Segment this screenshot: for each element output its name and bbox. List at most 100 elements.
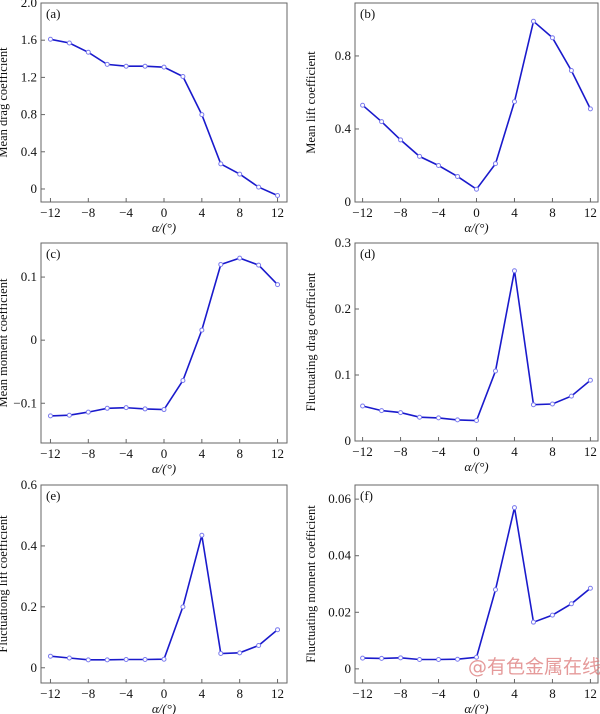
y-tick-label: 2.0 [21,0,37,10]
x-tick-label: 0 [473,205,480,220]
data-point [492,368,498,374]
data-point [587,585,593,591]
y-tick-label: 0.3 [335,235,351,250]
y-tick-label: 1.2 [21,69,37,84]
data-point [398,137,404,143]
x-tick-label: −12 [40,446,60,461]
y-axis-label: Mean drag coefficient [0,47,10,158]
x-axis-label: α/(°) [152,701,176,714]
y-tick-label: 0.2 [335,301,351,316]
series-line [50,38,278,197]
data-point [199,327,205,333]
x-tick-label: 4 [511,686,518,701]
x-tick-label: 12 [271,205,284,220]
x-axis-label: α/(°) [464,701,488,714]
data-point [237,171,243,177]
x-tick-label: −8 [394,444,408,459]
x-tick-label: −4 [432,444,446,459]
data-point [587,106,593,112]
data-point [180,378,186,384]
y-tick-label: 0.06 [328,491,351,506]
x-tick-label: −4 [432,686,446,701]
x-tick-label: −4 [119,205,133,220]
x-tick-label: 12 [271,686,284,701]
x-tick-label: 8 [236,205,243,220]
x-tick-label: 12 [271,446,284,461]
y-tick-label: −0.1 [13,395,37,410]
data-point [161,656,167,662]
data-point [474,654,479,660]
y-tick-label: 0.02 [328,604,351,619]
data-point [492,161,498,167]
data-point [47,413,53,419]
data-point [123,657,129,663]
x-axis-label: α/(°) [464,459,488,474]
x-tick-label: −8 [394,205,408,220]
x-tick-label: −8 [81,205,95,220]
panel-b: −12 −8 −4 0 4 8 12 0 0.4 0.8 (b) α/(°) Mean lift coe… [304,2,599,235]
data-point [455,417,461,423]
data-point [455,173,461,179]
data-point [104,61,110,67]
x-tick-label: 8 [236,686,243,701]
data-point [218,261,224,267]
panel-d: −12 −8 −4 0 4 8 12 0 0.1 0.2 0.3 (d) α/(°) Fluctuatin… [304,235,599,474]
data-point [398,410,404,416]
panel-label: (c) [46,246,60,261]
data-point [237,650,243,656]
data-point [436,162,442,168]
data-point [256,184,262,190]
data-point [379,408,385,414]
data-point [256,643,262,649]
y-tick-label: 0.2 [21,599,37,614]
x-tick-label: 12 [584,444,597,459]
x-tick-label: 4 [199,205,206,220]
series-line [362,19,592,191]
data-point [47,653,53,659]
data-point [417,153,423,159]
data-point [180,604,186,610]
data-point [142,406,148,412]
data-point [85,657,91,663]
y-tick-label: 0 [31,660,38,675]
data-point [199,532,205,538]
data-point [549,612,555,618]
data-point [85,49,91,55]
data-point [360,102,366,108]
x-tick-label: 0 [161,686,168,701]
data-point [237,255,243,261]
x-tick-label: −4 [432,205,446,220]
series-line [50,257,279,417]
y-tick-label: 0 [31,332,38,347]
data-point [180,73,186,79]
x-tick-label: −12 [40,686,60,701]
y-tick-label: 0.04 [328,548,351,563]
plot-frame [354,2,599,203]
x-tick-label: 12 [584,205,597,220]
series-line [362,507,591,661]
data-point [549,401,555,407]
data-point [511,505,517,511]
x-tick-label: 0 [473,444,480,459]
data-point [218,650,224,656]
data-point [530,18,536,24]
x-tick-label: −8 [81,446,95,461]
x-tick-label: −8 [81,686,95,701]
data-point [568,601,574,607]
data-point [549,35,555,41]
x-tick-label: 4 [511,444,518,459]
data-point [142,63,148,69]
x-axis-label: α/(°) [152,220,176,235]
x-tick-label: −12 [352,444,372,459]
data-point [474,186,479,192]
x-tick-label: 8 [549,444,556,459]
plot-frame [40,484,288,684]
y-axis-label: Mean moment coefficient [0,278,10,407]
x-tick-label: 8 [549,686,556,701]
data-point [66,412,72,418]
x-tick-label: −4 [119,686,133,701]
x-tick-label: −12 [40,205,60,220]
data-point [568,68,574,74]
y-tick-label: 0.1 [21,269,37,284]
panel-label: (a) [46,6,60,21]
